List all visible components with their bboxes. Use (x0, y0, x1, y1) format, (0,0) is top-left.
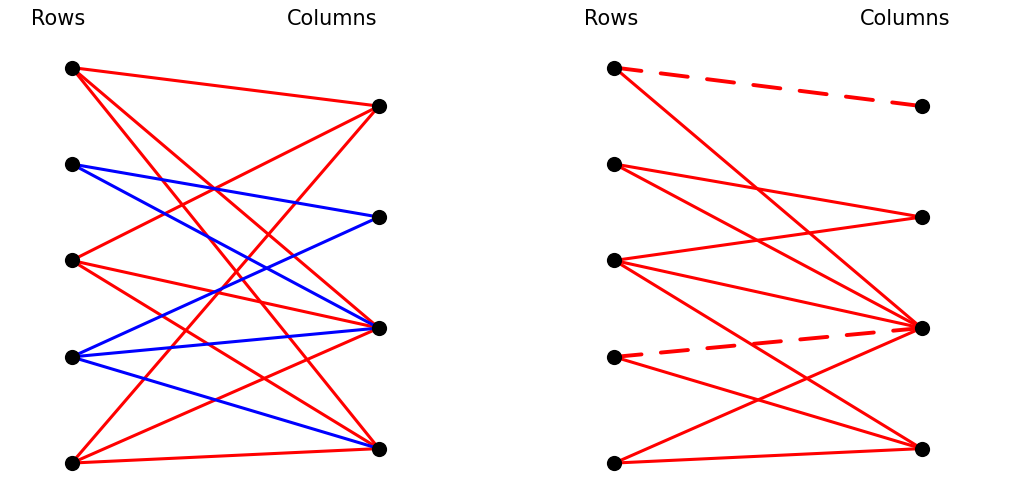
Point (371, 102, 387, 110)
Point (913, 324, 930, 332)
Text: Columns: Columns (287, 9, 377, 29)
Point (606, 63, 623, 71)
Point (63, 256, 80, 264)
Point (371, 324, 387, 332)
Text: Rows: Rows (584, 9, 638, 29)
Point (63, 459, 80, 467)
Point (913, 445, 930, 453)
Point (371, 213, 387, 221)
Text: Columns: Columns (860, 9, 950, 29)
Point (371, 445, 387, 453)
Point (606, 256, 623, 264)
Point (606, 353, 623, 361)
Point (913, 102, 930, 110)
Point (606, 459, 623, 467)
Point (913, 213, 930, 221)
Point (63, 63, 80, 71)
Point (63, 353, 80, 361)
Point (606, 160, 623, 168)
Text: Rows: Rows (31, 9, 85, 29)
Point (63, 160, 80, 168)
